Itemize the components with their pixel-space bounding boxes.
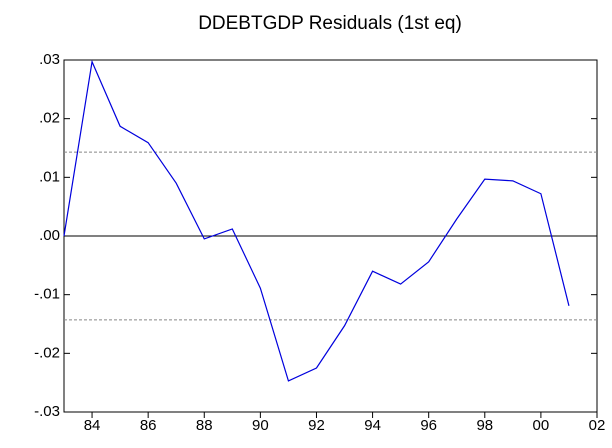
x-tick-label: 98	[476, 417, 493, 434]
x-tick-label: 00	[533, 417, 550, 434]
x-tick-label: 96	[420, 417, 437, 434]
y-tick-label: -.03	[34, 403, 60, 420]
line-series	[63, 59, 570, 382]
x-tick-label: 02	[589, 417, 606, 434]
x-tick-label: 94	[364, 417, 381, 434]
x-tick-label: 88	[196, 417, 213, 434]
y-tick-label: -.01	[34, 286, 60, 303]
x-tick-label: 84	[84, 417, 101, 434]
y-tick-label: .03	[39, 51, 60, 68]
y-tick-label: .02	[39, 110, 60, 127]
y-tick-label: -.02	[34, 344, 60, 361]
x-tick-label: 86	[140, 417, 157, 434]
x-tick-label: 92	[308, 417, 325, 434]
y-tick-label: .00	[39, 227, 60, 244]
y-tick-label: .01	[39, 168, 60, 185]
chart-title: DDEBTGDP Residuals (1st eq)	[198, 13, 462, 34]
x-tick-label: 90	[252, 417, 269, 434]
